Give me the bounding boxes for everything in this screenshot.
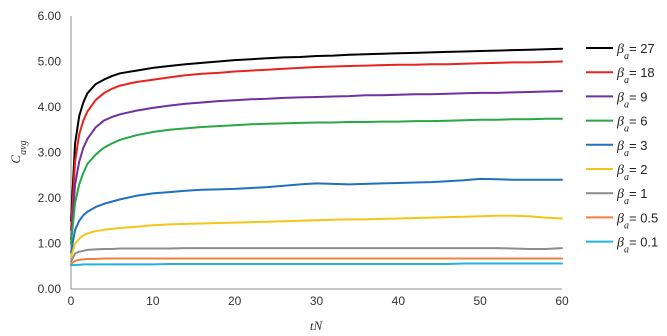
series-lines [70,47,563,267]
series-line-7 [70,257,563,265]
y-tick-label: 0.00 [38,282,62,296]
x-tick-label: 50 [473,294,487,308]
legend-label-7: βa= 0.5 [616,210,658,231]
x-tick-label: 20 [228,294,242,308]
x-tick-label: 40 [392,294,406,308]
x-tick-label: 0 [68,294,75,308]
series-line-0 [70,47,563,222]
x-axis-title: tN [310,318,324,333]
legend-label-0: βa= 27 [616,41,655,62]
x-tick-label: 10 [146,294,160,308]
y-tick-label: 4.00 [38,100,62,114]
y-tick-label: 2.00 [38,191,62,205]
legend-label-8: βa= 0.1 [616,235,658,256]
y-axis-title-subscript: avg [18,140,29,154]
y-tick-label: 3.00 [38,146,62,160]
series-line-5 [70,214,563,259]
y-tick-label: 6.00 [38,9,62,23]
x-tick-labels: 0 10 20 30 40 50 60 [68,294,569,308]
x-tick-label: 60 [555,294,569,308]
legend-label-3: βa= 6 [616,114,647,135]
y-axis-title-main: C [8,155,23,164]
series-line-2 [70,90,563,240]
series-line-1 [70,60,563,231]
legend-label-1: βa= 18 [616,65,655,86]
y-axis-title: Cavg [8,140,29,163]
series-line-4 [70,177,563,254]
legend: βa= 27 βa= 18 βa= 9 βa= 6 βa= 3 βa= 2 βa= 1 βa=… [586,41,658,255]
legend-label-4: βa= 3 [616,138,647,159]
series-line-6 [70,247,563,263]
series-line-3 [70,117,563,245]
y-tick-label: 1.00 [38,237,62,251]
x-tick-label: 30 [310,294,324,308]
legend-label-2: βa= 9 [616,89,647,110]
series-line-8 [70,262,563,267]
legend-label-5: βa= 2 [616,162,647,183]
plot-area: 0.00 1.00 2.00 3.00 4.00 5.00 6.00 0 10 20 30 40 50… [38,9,569,308]
y-tick-labels: 0.00 1.00 2.00 3.00 4.00 5.00 6.00 [38,9,62,296]
legend-label-6: βa= 1 [616,186,647,207]
y-tick-label: 5.00 [38,55,62,69]
